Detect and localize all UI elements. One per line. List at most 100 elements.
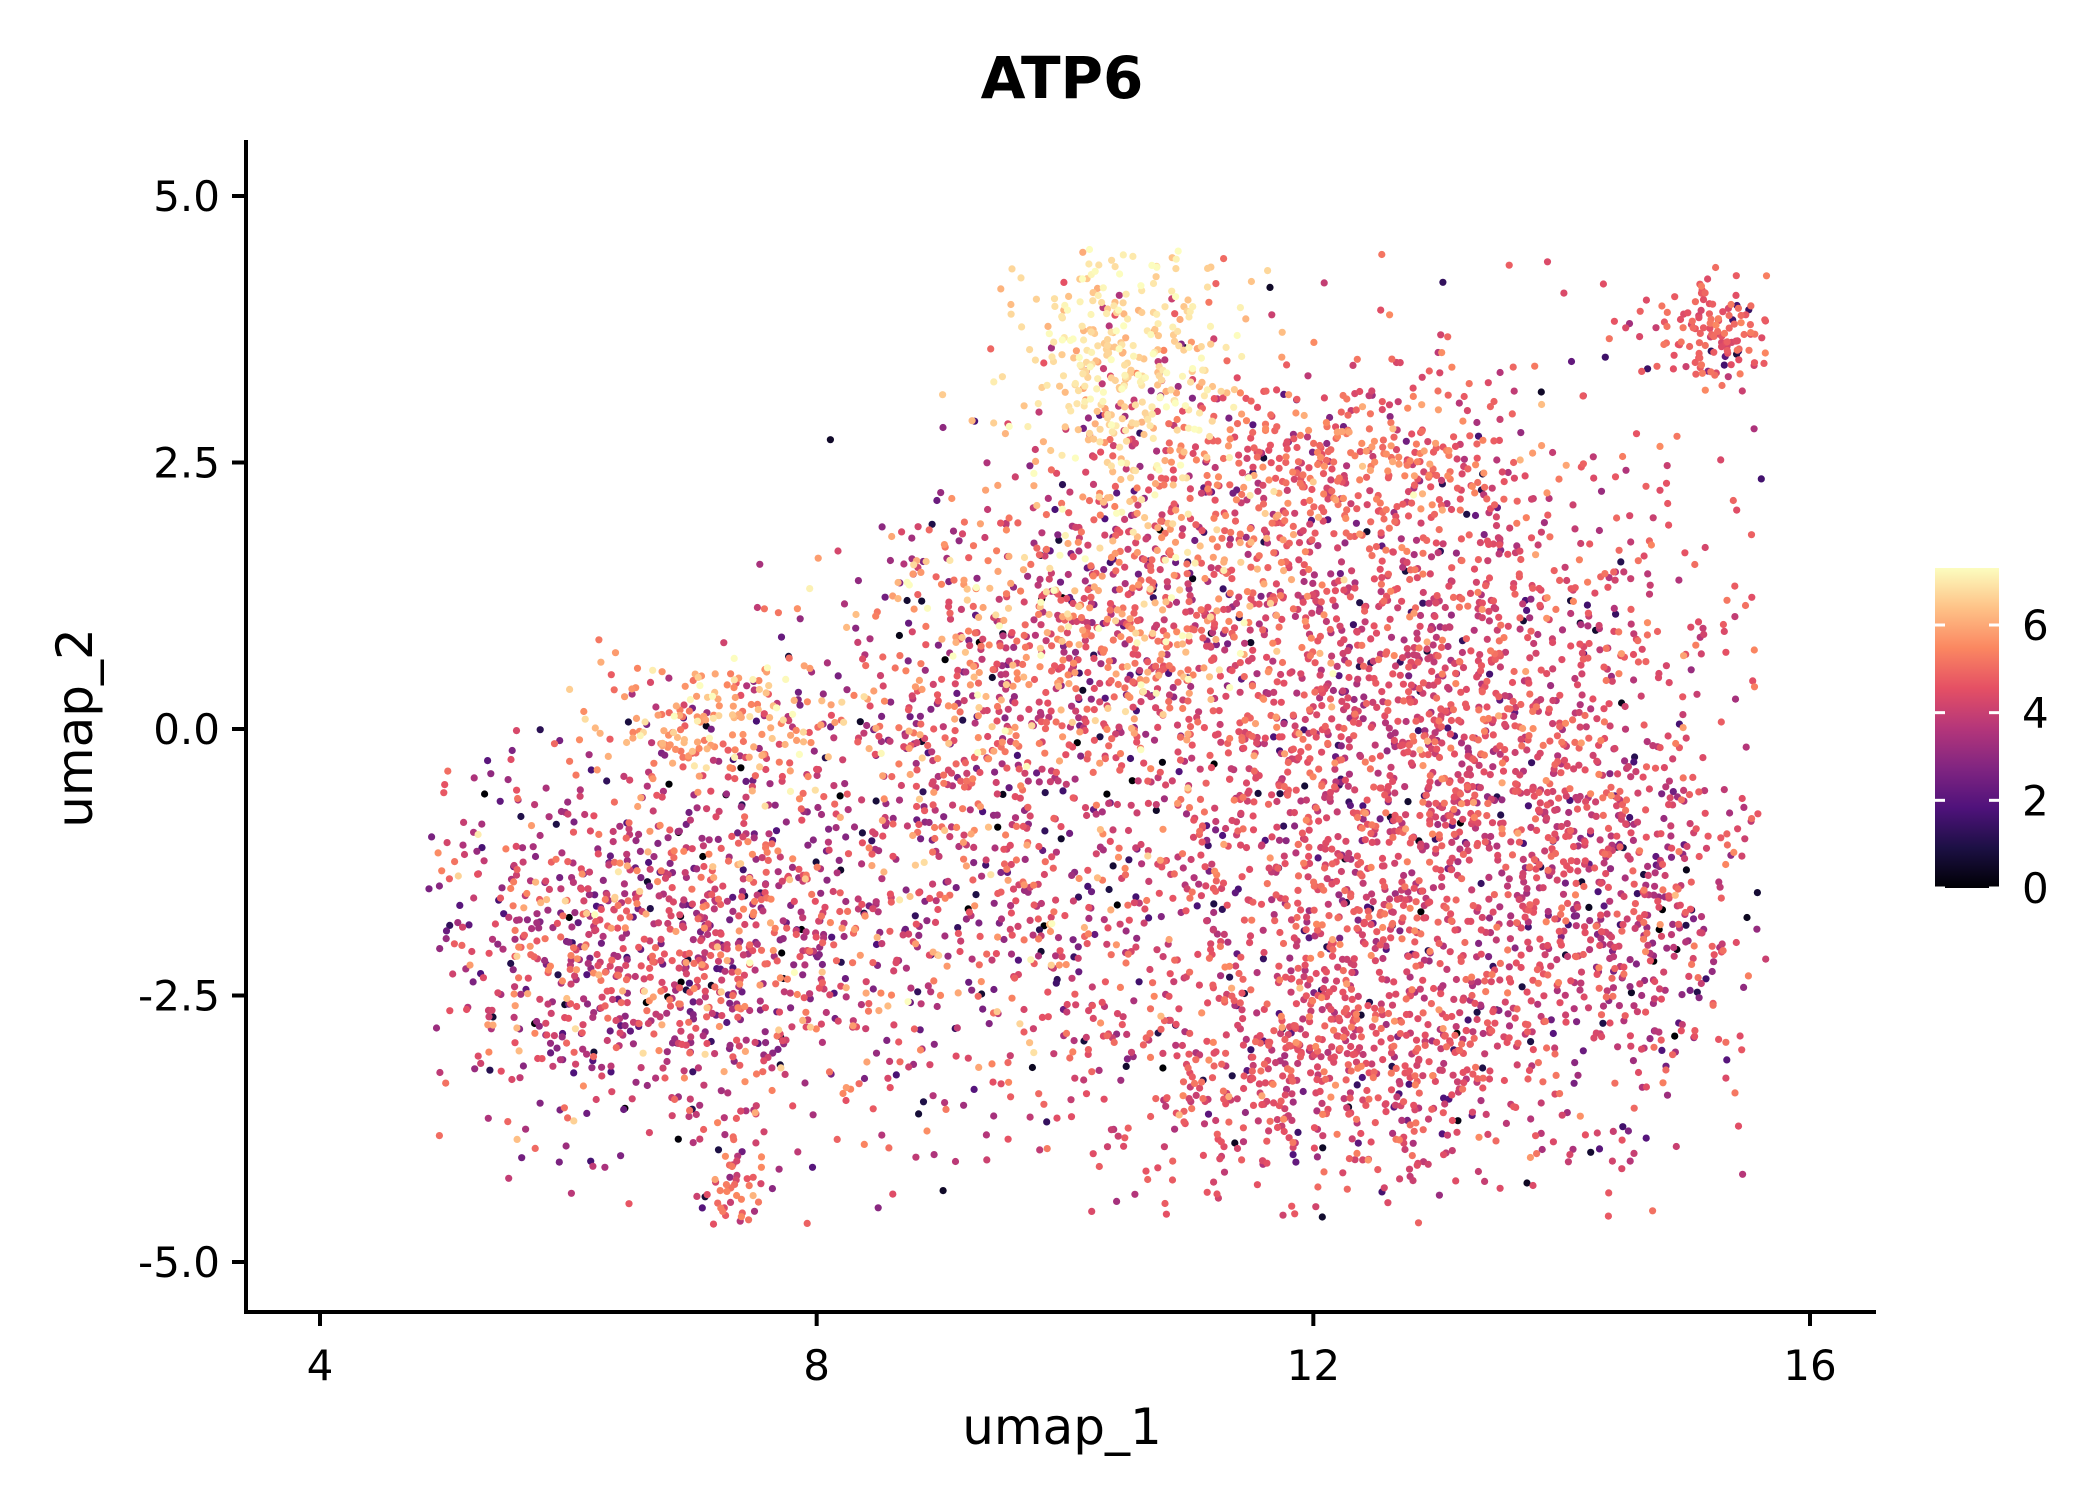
cell-point: [1457, 739, 1466, 747]
cell-point: [1345, 743, 1353, 751]
cell-point: [1679, 711, 1687, 719]
cell-point: [580, 897, 588, 905]
cell-point: [1433, 471, 1441, 479]
cell-point: [1238, 1156, 1246, 1164]
cell-point: [592, 1095, 600, 1104]
cell-point: [1695, 788, 1703, 796]
cell-point: [1513, 497, 1521, 505]
cell-point: [1660, 764, 1668, 772]
cell-point: [1072, 1001, 1080, 1009]
cell-point: [1472, 578, 1480, 586]
cell-point: [473, 847, 481, 855]
cell-point: [1069, 897, 1077, 905]
cell-point: [1523, 606, 1531, 615]
cell-point: [1222, 1031, 1230, 1039]
cell-point: [1263, 653, 1271, 661]
cell-point: [1536, 799, 1544, 807]
cell-point: [1321, 864, 1329, 872]
cell-point: [1530, 856, 1539, 864]
cell-point: [1453, 1078, 1462, 1086]
cell-point: [1030, 901, 1038, 909]
cell-point: [1436, 960, 1444, 968]
cell-point: [1249, 428, 1257, 437]
cell-point: [689, 1068, 697, 1076]
cell-point: [968, 955, 976, 963]
cell-point: [1333, 808, 1341, 816]
cell-point: [753, 603, 762, 612]
cell-point: [1394, 604, 1402, 612]
cell-point: [1223, 901, 1231, 909]
cell-point: [768, 1064, 776, 1072]
cell-point: [567, 1189, 576, 1197]
cell-point: [869, 1105, 877, 1113]
cell-point: [598, 1063, 606, 1071]
cell-point: [1238, 989, 1246, 997]
cell-point: [1378, 398, 1386, 406]
cell-point: [1328, 652, 1336, 660]
cell-point: [1134, 501, 1142, 509]
cell-point: [689, 998, 697, 1006]
cell-point: [450, 940, 458, 948]
cell-point: [1283, 486, 1291, 494]
cell-point: [1339, 988, 1347, 996]
cell-point: [1150, 736, 1159, 744]
cell-point: [1249, 463, 1257, 471]
cell-point: [1267, 459, 1275, 467]
cell-point: [1584, 1004, 1593, 1012]
cell-point: [1189, 449, 1197, 458]
cell-point: [972, 891, 980, 899]
cell-point: [1496, 1184, 1504, 1192]
cell-point: [1210, 1062, 1218, 1070]
cell-point: [1699, 754, 1707, 762]
cell-point: [1549, 448, 1557, 457]
cell-point: [1436, 369, 1444, 377]
cell-point: [1473, 842, 1481, 850]
cell-point: [1515, 895, 1523, 904]
cell-point: [1125, 856, 1133, 864]
cell-point: [542, 877, 550, 885]
cell-point: [1330, 1053, 1338, 1061]
cell-point: [1025, 705, 1033, 714]
cell-point: [614, 952, 622, 961]
cell-point: [729, 1053, 737, 1061]
cell-point: [1478, 599, 1486, 607]
cell-point: [1019, 822, 1027, 831]
cell-point: [1444, 642, 1452, 651]
cell-point: [1630, 880, 1638, 888]
cell-point: [1496, 541, 1504, 549]
cell-point: [1103, 1143, 1112, 1151]
cell-point: [1377, 1000, 1385, 1008]
cell-point: [1047, 913, 1055, 921]
cell-point: [1186, 723, 1195, 731]
cell-point: [1682, 866, 1690, 874]
cell-point: [590, 812, 598, 820]
cell-point: [1378, 688, 1386, 696]
cell-point: [1124, 826, 1133, 835]
cell-point: [750, 1207, 759, 1215]
cell-point: [856, 718, 864, 726]
cell-point: [1433, 1038, 1441, 1046]
cell-point: [685, 1112, 693, 1121]
cell-point: [1394, 852, 1402, 860]
cell-point: [1608, 1157, 1616, 1165]
cell-point: [1532, 649, 1540, 657]
cell-point: [1719, 620, 1727, 629]
cell-point: [1240, 1072, 1248, 1080]
cell-point: [620, 1105, 628, 1114]
cell-point: [543, 1031, 551, 1039]
cell-point: [1147, 387, 1155, 395]
cell-point: [1437, 643, 1446, 652]
cell-point: [1353, 924, 1361, 933]
cell-point: [1246, 626, 1254, 634]
cell-point: [635, 1020, 643, 1028]
cell-point: [960, 697, 968, 705]
cell-point: [1332, 877, 1341, 885]
cell-point: [1669, 788, 1677, 796]
cell-point: [836, 889, 844, 897]
cell-point: [1426, 810, 1434, 818]
cell-point: [1090, 684, 1098, 693]
cell-point: [665, 780, 673, 788]
cell-point: [1202, 779, 1210, 787]
cell-point: [1257, 842, 1265, 850]
cell-point: [969, 876, 977, 884]
